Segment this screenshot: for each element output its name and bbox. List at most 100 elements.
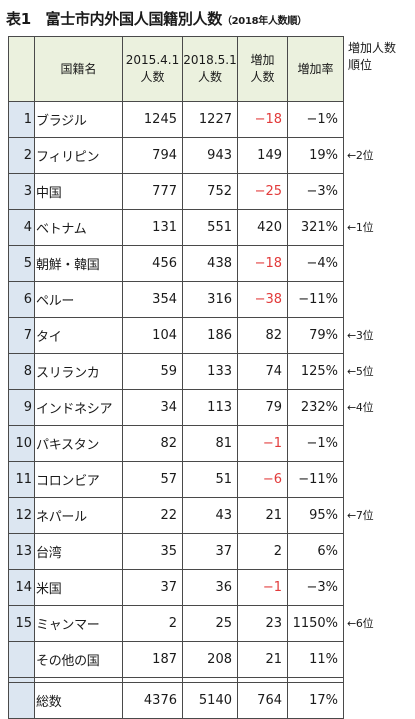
header-2018: 2018.5.1 人数	[182, 36, 238, 102]
increase-rate: −3%	[287, 569, 344, 606]
increase-count: 21	[237, 641, 288, 678]
count-2015: 2	[122, 605, 183, 642]
table-row: 6 ペルー 354 316 −38 −11%	[8, 281, 344, 318]
table-row: 3 中国 777 752 −25 −3%	[8, 173, 344, 210]
total-no	[8, 682, 35, 719]
count-2018: 113	[182, 389, 238, 426]
total-rate: 17%	[287, 682, 344, 719]
count-2015: 354	[122, 281, 183, 318]
nationality-name: パキスタン	[34, 425, 123, 462]
count-2015: 34	[122, 389, 183, 426]
increase-rate: 95%	[287, 497, 344, 534]
increase-count: 79	[237, 389, 288, 426]
rank-annotation: ←7位	[347, 509, 374, 522]
increase-count: 82	[237, 317, 288, 354]
count-2018: 186	[182, 317, 238, 354]
total-increase: 764	[237, 682, 288, 719]
table-row: 4 ベトナム 131 551 420 321%	[8, 209, 344, 246]
count-2018: 36	[182, 569, 238, 606]
row-number: 1	[8, 101, 35, 138]
row-number: 8	[8, 353, 35, 390]
nationality-name: ネパール	[34, 497, 123, 534]
increase-count: −6	[237, 461, 288, 498]
row-number: 3	[8, 173, 35, 210]
nationality-name: ブラジル	[34, 101, 123, 138]
increase-count: −18	[237, 245, 288, 282]
table-row: 5 朝鮮・韓国 456 438 −18 −4%	[8, 245, 344, 282]
count-2018: 81	[182, 425, 238, 462]
count-2015: 131	[122, 209, 183, 246]
increase-count: 149	[237, 137, 288, 174]
count-2015: 777	[122, 173, 183, 210]
row-number: 13	[8, 533, 35, 570]
table-row: 12 ネパール 22 43 21 95%	[8, 497, 344, 534]
increase-count: 21	[237, 497, 288, 534]
increase-count: 420	[237, 209, 288, 246]
increase-rate: 11%	[287, 641, 344, 678]
nationality-name: 朝鮮・韓国	[34, 245, 123, 282]
table-row: 2 フィリピン 794 943 149 19%	[8, 137, 344, 174]
row-number: 12	[8, 497, 35, 534]
table-row: 14 米国 37 36 −1 −3%	[8, 569, 344, 606]
count-2015: 57	[122, 461, 183, 498]
count-2015: 22	[122, 497, 183, 534]
row-number	[8, 641, 35, 678]
increase-rate: −1%	[287, 425, 344, 462]
row-number: 2	[8, 137, 35, 174]
count-2015: 59	[122, 353, 183, 390]
header-nationality: 国籍名	[34, 36, 123, 102]
total-name: 総数	[34, 682, 123, 719]
increase-rate: 232%	[287, 389, 344, 426]
table-row: 9 インドネシア 34 113 79 232%	[8, 389, 344, 426]
rank-annotation: ←5位	[347, 365, 374, 378]
table-row: 15 ミャンマー 2 25 23 1150%	[8, 605, 344, 642]
increase-rate: −4%	[287, 245, 344, 282]
count-2015: 1245	[122, 101, 183, 138]
increase-count: −38	[237, 281, 288, 318]
header-increase: 増加 人数	[237, 36, 288, 102]
header-rate: 増加率	[287, 36, 344, 102]
increase-rate: 19%	[287, 137, 344, 174]
table-row: 8 スリランカ 59 133 74 125%	[8, 353, 344, 390]
header-no	[8, 36, 35, 102]
header-2015: 2015.4.1 人数	[122, 36, 183, 102]
count-2018: 316	[182, 281, 238, 318]
rank-annotation: ←2位	[347, 149, 374, 162]
rank-annotation: ←4位	[347, 401, 374, 414]
count-2018: 943	[182, 137, 238, 174]
count-2018: 133	[182, 353, 238, 390]
rank-annotation: ←6位	[347, 617, 374, 630]
header-row: 国籍名 2015.4.1 人数 2018.5.1 人数 増加 人数 増加率	[8, 36, 344, 102]
count-2015: 187	[122, 641, 183, 678]
nationality-name: 中国	[34, 173, 123, 210]
rank-annotation: ←3位	[347, 329, 374, 342]
count-2018: 752	[182, 173, 238, 210]
count-2015: 456	[122, 245, 183, 282]
count-2015: 37	[122, 569, 183, 606]
increase-rate: −1%	[287, 101, 344, 138]
row-number: 14	[8, 569, 35, 606]
table-row: 13 台湾 35 37 2 6%	[8, 533, 344, 570]
nationality-name: ミャンマー	[34, 605, 123, 642]
row-number: 6	[8, 281, 35, 318]
count-2018: 25	[182, 605, 238, 642]
count-2018: 43	[182, 497, 238, 534]
row-number: 5	[8, 245, 35, 282]
count-2018: 208	[182, 641, 238, 678]
increase-count: −18	[237, 101, 288, 138]
increase-rate: −3%	[287, 173, 344, 210]
count-2018: 51	[182, 461, 238, 498]
increase-rate: 79%	[287, 317, 344, 354]
table-row: 1 ブラジル 1245 1227 −18 −1%	[8, 101, 344, 138]
table-row: 10 パキスタン 82 81 −1 −1%	[8, 425, 344, 462]
total-2015: 4376	[122, 682, 183, 719]
table-row: 11 コロンビア 57 51 −6 −11%	[8, 461, 344, 498]
increase-count: −1	[237, 425, 288, 462]
nationality-name: インドネシア	[34, 389, 123, 426]
table-row: その他の国 187 208 21 11%	[8, 641, 344, 678]
row-number: 11	[8, 461, 35, 498]
nationality-name: ベトナム	[34, 209, 123, 246]
increase-rate: −11%	[287, 281, 344, 318]
nationality-name: ペルー	[34, 281, 123, 318]
